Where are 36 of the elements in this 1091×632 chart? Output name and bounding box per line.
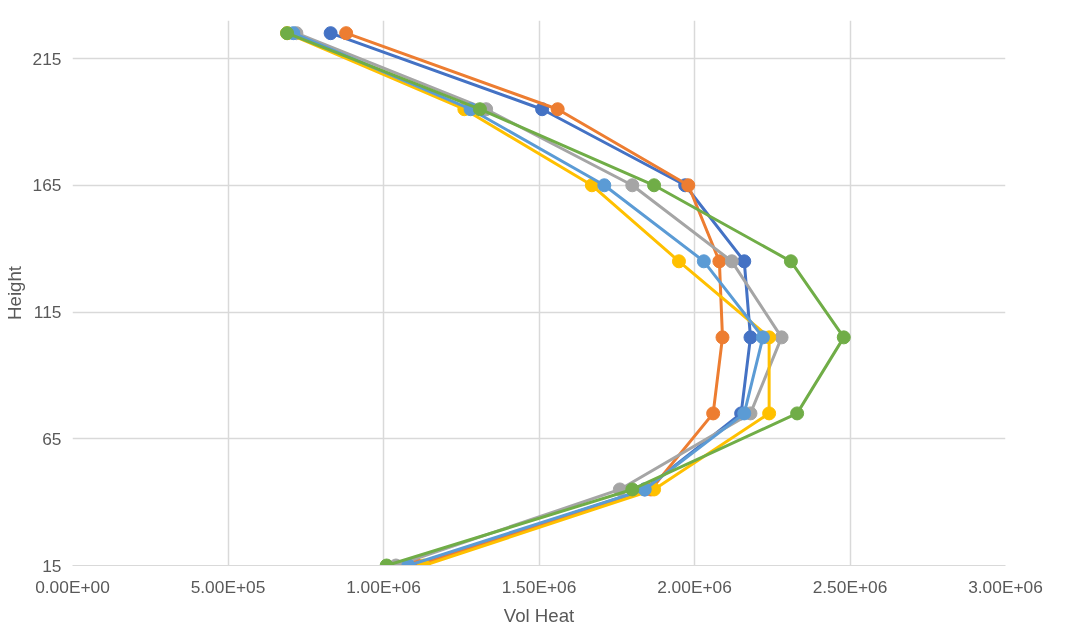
point [550, 102, 565, 117]
point [724, 254, 739, 269]
x-tick-label: 2.50E+06 [812, 576, 888, 597]
x-tick-label: 5.00E+05 [190, 576, 266, 597]
point [836, 330, 851, 345]
point [783, 254, 798, 269]
x-tick-label: 0.00E+00 [35, 576, 110, 597]
point [671, 254, 686, 269]
point [762, 406, 777, 421]
y-axis-title: Height [3, 265, 25, 320]
point [790, 406, 805, 421]
x-axis-title: Vol Heat [503, 604, 576, 626]
point [597, 178, 612, 193]
point [472, 102, 487, 117]
point [323, 26, 338, 41]
point [625, 482, 640, 497]
y-tick-label: 65 [42, 428, 62, 449]
point [743, 330, 758, 345]
point [696, 254, 711, 269]
point [706, 406, 721, 421]
point [737, 254, 752, 269]
y-tick-label: 15 [42, 555, 62, 576]
point [339, 26, 354, 41]
y-tick-label: 215 [32, 48, 62, 69]
x-tick-label: 1.50E+06 [501, 576, 577, 597]
x-tick-label: 1.00E+06 [346, 576, 421, 597]
point [712, 254, 727, 269]
x-tick-label: 3.00E+06 [968, 576, 1043, 597]
point [774, 330, 789, 345]
point [715, 330, 730, 345]
point [647, 178, 662, 193]
y-tick-label: 115 [33, 302, 62, 323]
point [625, 178, 640, 193]
x-tick-label: 2.00E+06 [657, 576, 732, 597]
point [755, 330, 770, 345]
y-tick-label: 165 [32, 175, 62, 196]
